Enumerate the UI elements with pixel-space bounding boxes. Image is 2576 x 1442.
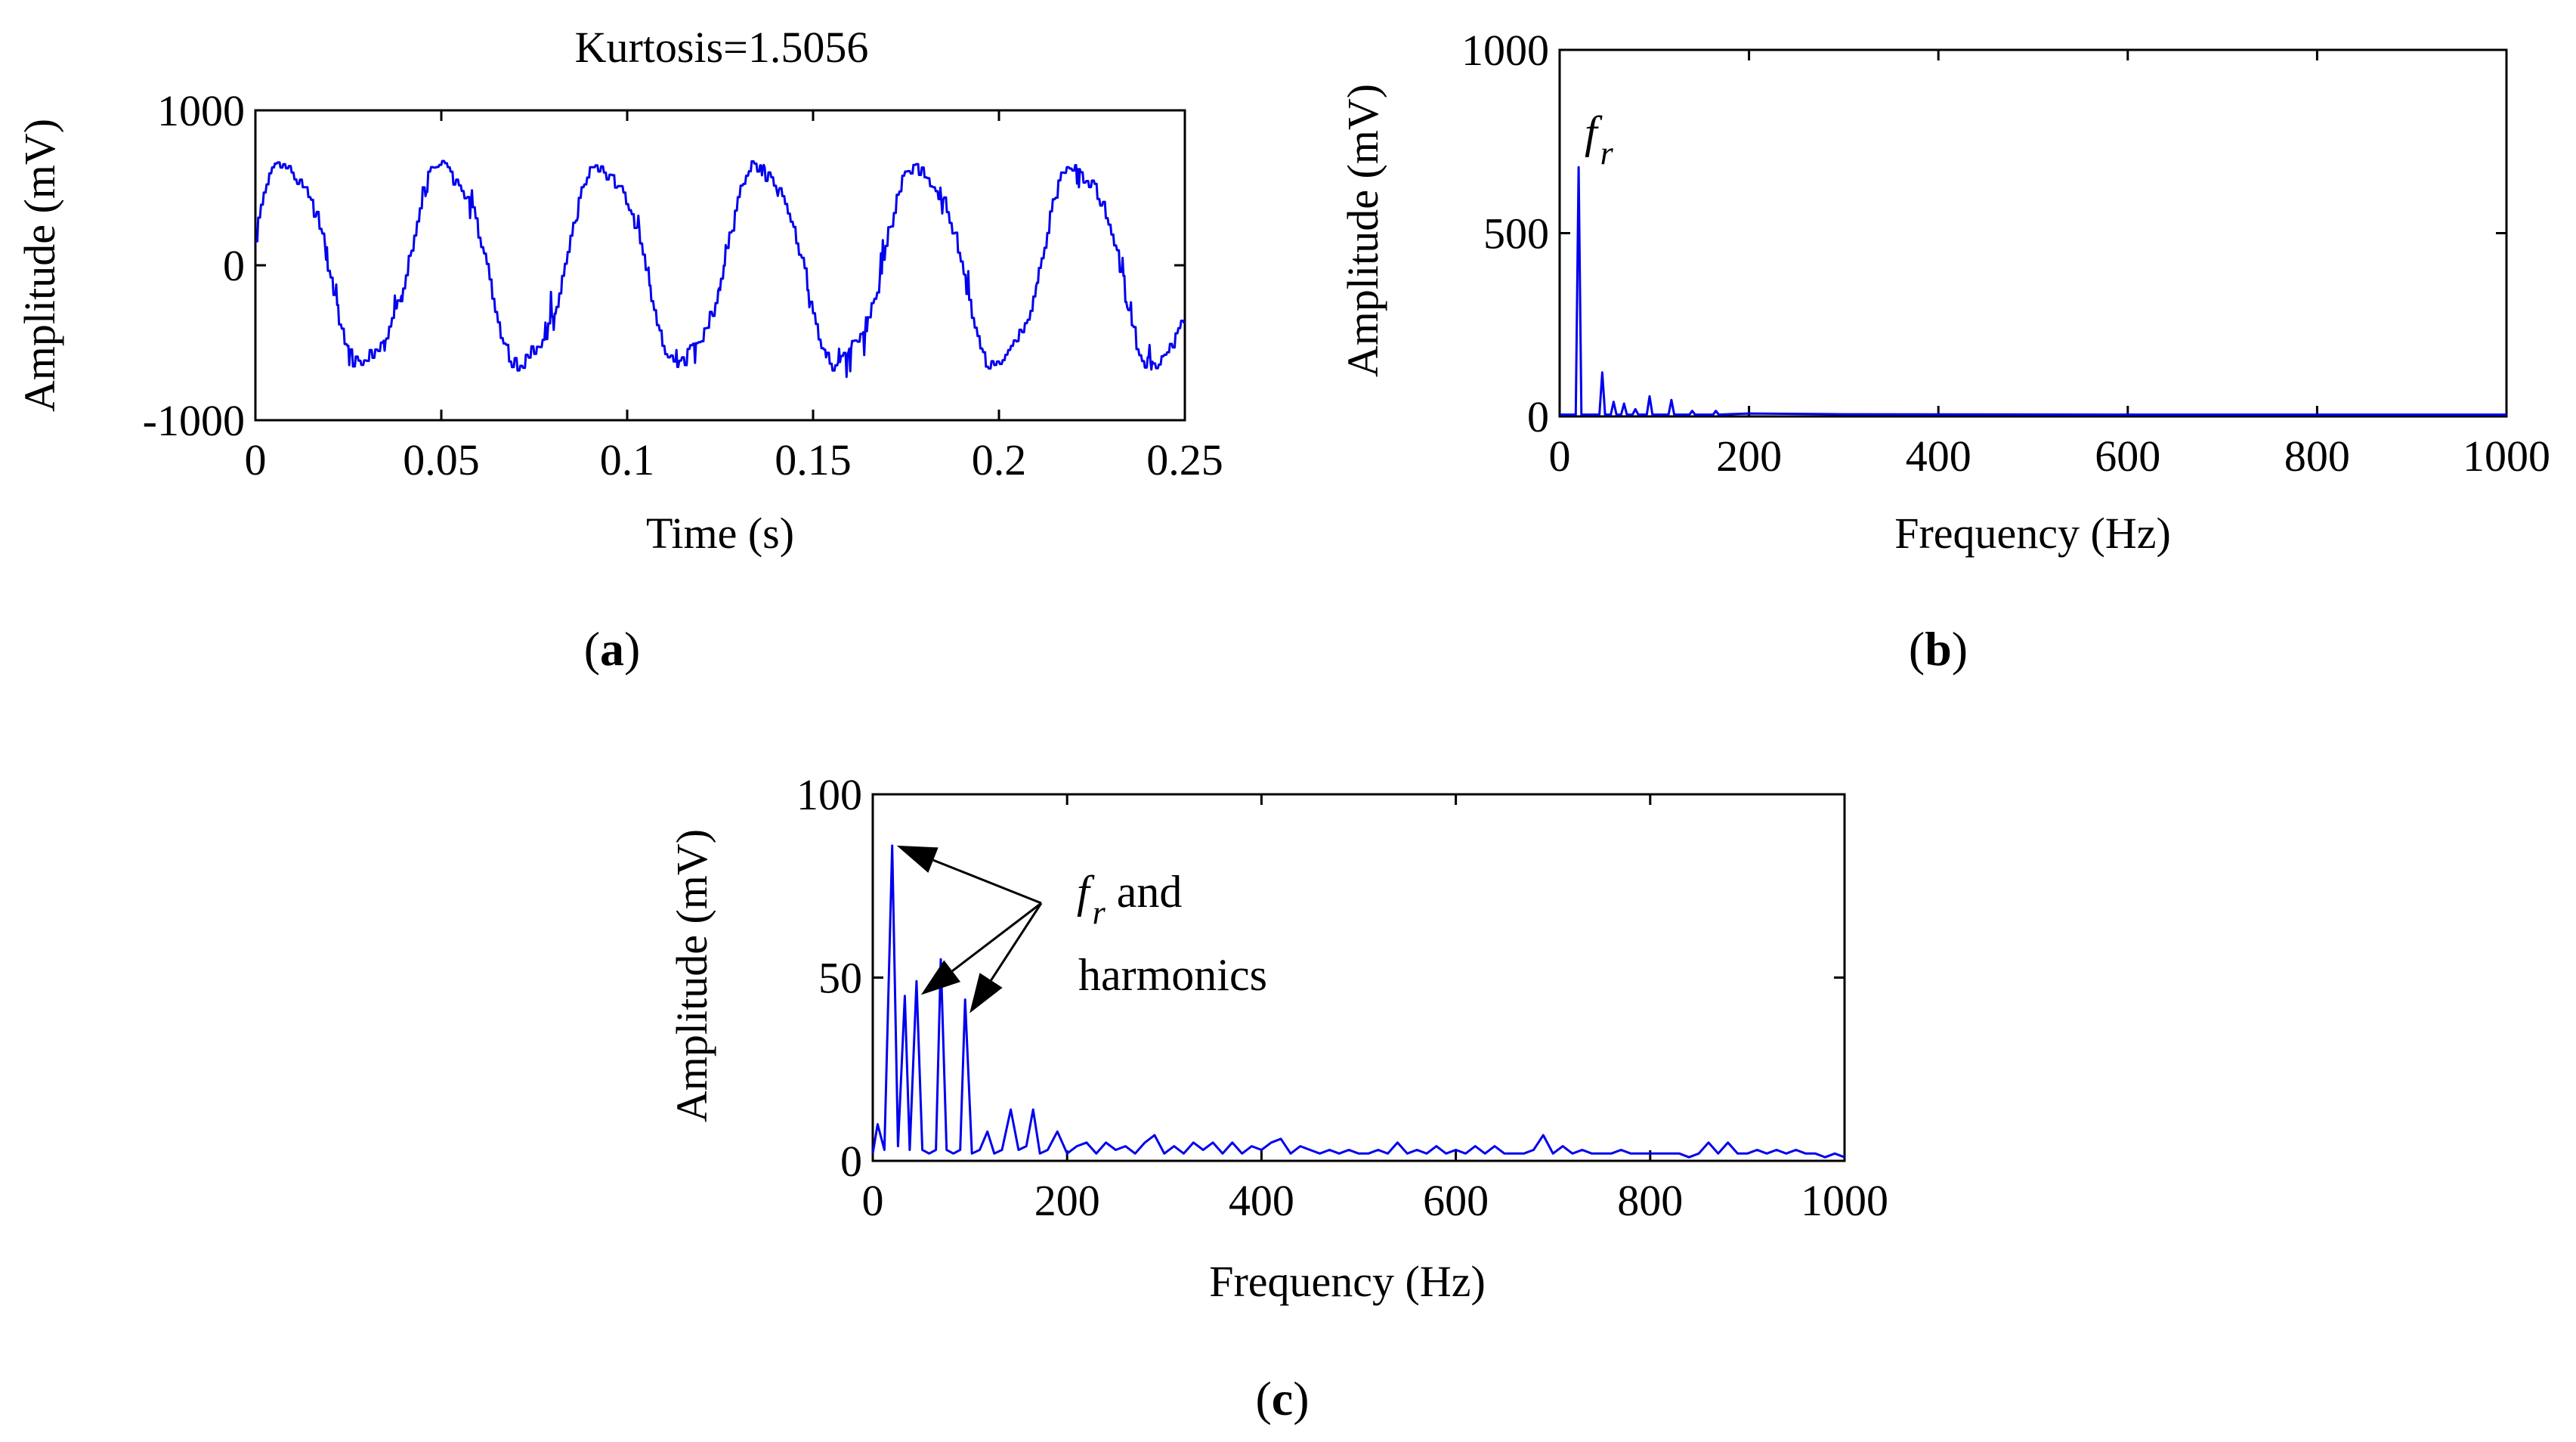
panel-b-y-axis-label: Amplitude (mV): [1338, 84, 1387, 377]
panel-c-xtick-label: 600: [1423, 1176, 1489, 1225]
panel-c-annotation-line2: harmonics: [1078, 950, 1267, 1000]
panel-b-x-tick-labels: 0 200 400 600 800 1000: [1549, 432, 2551, 481]
panel-a-y-tick-labels: -1000 0 1000: [143, 86, 245, 445]
panel-c-arrow-shaft: [990, 902, 1043, 981]
panel-a-xtick-label: 0.15: [775, 435, 852, 484]
panel-a-frame: [254, 109, 1186, 422]
panel-c-ytick-label: 0: [840, 1137, 862, 1186]
panel-c-frame: [871, 793, 1846, 1162]
panel-c-annotation-arrows: [896, 845, 1043, 1013]
panel-c-xtick-label: 800: [1617, 1176, 1683, 1225]
panel-c-x-tick-labels: 0 200 400 600 800 1000: [862, 1176, 1889, 1225]
panel-a-signal-line: [255, 159, 1186, 379]
panel-b-xtick-label: 1000: [2463, 432, 2550, 481]
panel-b-spectrum: 0 200 400 600 800 1000 0 500 1000 fr Fre…: [1338, 26, 2550, 676]
panel-a-ticks: [254, 109, 1186, 422]
panel-a-x-tick-labels: 0 0.05 0.1 0.15 0.2 0.25: [245, 435, 1223, 484]
panel-a-xtick-label: 0.1: [600, 435, 655, 484]
panel-b-y-tick-labels: 0 500 1000: [1461, 26, 1549, 441]
panel-b-frame: [1558, 48, 2508, 418]
panel-b-x-axis-label: Frequency (Hz): [1894, 509, 2171, 558]
panel-c-annotation-and: and: [1106, 867, 1183, 917]
panel-a-ytick-label: 1000: [157, 86, 245, 135]
panel-a-xtick-label: 0.05: [403, 435, 480, 484]
panel-a-time-signal: Kurtosis=1.5056 0 0.05 0.1 0.15 0.2 0.25…: [15, 23, 1223, 676]
panel-b-caption-letter: b: [1925, 622, 1952, 676]
panel-c-ytick-label: 100: [796, 770, 862, 819]
panel-b-caption: (b): [1909, 622, 1968, 676]
panel-c-xtick-label: 200: [1034, 1176, 1100, 1225]
panel-c-spectrum-line: [871, 844, 1845, 1159]
panel-a-ytick-label: -1000: [143, 396, 245, 445]
panel-c-arrow-head: [896, 845, 939, 873]
panel-c-caption: (c): [1255, 1372, 1309, 1425]
panel-b-xtick-label: 200: [1716, 432, 1782, 481]
panel-a-xtick-label: 0: [245, 435, 267, 484]
panel-a-title: Kurtosis=1.5056: [575, 23, 869, 72]
panel-a-xtick-label: 0.2: [972, 435, 1027, 484]
panel-c-x-axis-label: Frequency (Hz): [1209, 1257, 1486, 1306]
panel-c-arrow-head: [920, 960, 961, 995]
panel-c-fr-subscript: r: [1093, 894, 1106, 931]
panel-b-xtick-label: 400: [1906, 432, 1971, 481]
panel-c-xtick-label: 1000: [1801, 1176, 1888, 1225]
panel-b-ytick-label: 1000: [1461, 26, 1549, 75]
panel-b-xtick-label: 800: [2284, 432, 2350, 481]
panel-b-spectrum-line: [1560, 166, 2506, 416]
panel-a-xtick-label: 0.25: [1146, 435, 1223, 484]
panel-c-xtick-label: 400: [1229, 1176, 1294, 1225]
panel-b-xtick-label: 600: [2095, 432, 2160, 481]
panel-c-spectrum-zoom: 0 200 400 600 800 1000 0 50 100 fr and h…: [667, 770, 1888, 1425]
panel-c-arrow-shaft: [951, 902, 1042, 973]
panel-a-y-axis-label: Amplitude (mV): [15, 119, 64, 412]
panel-c-y-tick-labels: 0 50 100: [796, 770, 862, 1186]
panel-c-caption-letter: c: [1272, 1372, 1293, 1425]
panel-b-fr-label: fr: [1585, 107, 1614, 172]
panel-a-caption: (a): [584, 622, 641, 676]
panel-a-caption-letter: a: [600, 622, 624, 676]
panel-b-ticks: [1558, 48, 2508, 418]
panel-b-ytick-label: 500: [1483, 209, 1549, 258]
panel-c-annotation-line1: fr and: [1077, 867, 1182, 931]
panel-a-ytick-label: 0: [223, 241, 245, 290]
panel-b-xtick-label: 0: [1549, 432, 1571, 481]
panel-c-y-axis-label: Amplitude (mV): [667, 829, 716, 1122]
panel-c-arrow-shaft: [932, 859, 1042, 905]
panel-c-ticks: [871, 793, 1846, 1162]
panel-b-ytick-label: 0: [1527, 392, 1549, 441]
panel-b-fr-subscript: r: [1600, 135, 1614, 172]
panel-c-ytick-label: 50: [818, 954, 862, 1003]
panel-c-xtick-label: 0: [862, 1176, 884, 1225]
panel-a-x-axis-label: Time (s): [646, 509, 794, 558]
panel-c-arrow-head: [969, 973, 1003, 1013]
